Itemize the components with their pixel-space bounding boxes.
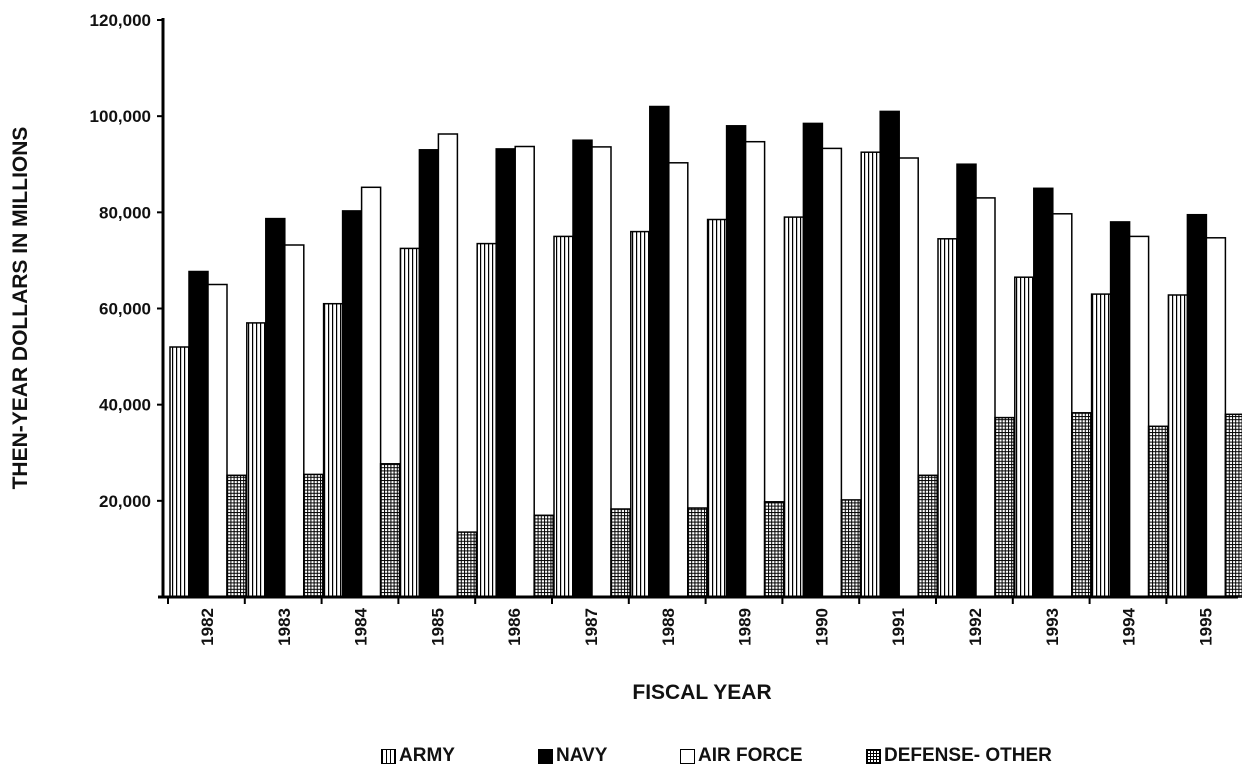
x-tick-label: 1987 bbox=[582, 608, 601, 646]
bar-air-force-1986 bbox=[514, 145, 535, 598]
bar-air-force-1995 bbox=[1205, 237, 1227, 598]
bar-air-force-1987 bbox=[591, 146, 612, 598]
bar-defense-other-1992 bbox=[994, 416, 1015, 598]
y-tick-label: 120,000 bbox=[90, 11, 151, 30]
legend-item-navy: NAVY bbox=[538, 745, 607, 767]
bar-navy-1991 bbox=[879, 110, 900, 598]
bar-defense-other-1991 bbox=[917, 474, 938, 598]
bar-navy-1987 bbox=[572, 139, 593, 598]
army-swatch-icon bbox=[381, 748, 396, 764]
legend-item-defense-other: DEFENSE- OTHER bbox=[866, 745, 1052, 767]
bars-layer bbox=[169, 105, 1242, 598]
legend-item-air-force: AIR FORCE bbox=[680, 745, 803, 767]
x-tick-label: 1984 bbox=[352, 607, 371, 645]
x-tick-label: 1989 bbox=[736, 608, 755, 646]
bar-army-1991 bbox=[860, 151, 881, 598]
bar-air-force-1982 bbox=[207, 283, 228, 598]
legend-label-air-force: AIR FORCE bbox=[698, 745, 803, 766]
bar-defense-other-1988 bbox=[687, 507, 708, 598]
bar-army-1988 bbox=[630, 230, 651, 598]
bar-navy-1988 bbox=[649, 105, 670, 598]
bar-navy-1983 bbox=[265, 217, 286, 598]
x-tick-label: 1991 bbox=[889, 608, 908, 646]
legend-item-army: ARMY bbox=[381, 745, 455, 767]
bar-air-force-1990 bbox=[821, 147, 843, 598]
bar-air-force-1988 bbox=[668, 162, 689, 598]
bar-army-1984 bbox=[322, 302, 344, 598]
bar-air-force-1984 bbox=[360, 186, 382, 598]
bar-air-force-1985 bbox=[437, 133, 459, 598]
bar-defense-other-1995 bbox=[1224, 413, 1242, 598]
bar-defense-other-1990 bbox=[840, 499, 862, 598]
bar-army-1983 bbox=[246, 322, 267, 598]
legend-label-navy: NAVY bbox=[556, 745, 608, 766]
bar-defense-other-1984 bbox=[379, 463, 401, 598]
x-tick-label: 1994 bbox=[1120, 607, 1139, 645]
bar-defense-other-1986 bbox=[533, 514, 554, 598]
bar-navy-1994 bbox=[1109, 221, 1131, 598]
ticks-layer: 20,000 40,000 60,000 80,000 100,000 120,000 19… bbox=[90, 11, 1216, 646]
bar-army-1992 bbox=[937, 238, 958, 598]
y-axis-title: THEN-YEAR DOLLARS IN MILLIONS bbox=[9, 127, 32, 490]
bar-army-1987 bbox=[553, 235, 574, 598]
x-tick-label: 1988 bbox=[659, 608, 678, 646]
bar-chart: 20,000 40,000 60,000 80,000 100,000 120,000 19… bbox=[9, 11, 1242, 704]
bar-defense-other-1989 bbox=[763, 501, 785, 598]
navy-swatch-icon bbox=[538, 748, 553, 764]
bar-navy-1993 bbox=[1033, 187, 1054, 598]
bar-navy-1982 bbox=[188, 270, 209, 598]
bar-army-1990 bbox=[783, 216, 805, 598]
y-tick-label: 60,000 bbox=[99, 300, 151, 319]
bar-navy-1985 bbox=[418, 149, 440, 598]
y-tick-label: 80,000 bbox=[99, 203, 151, 222]
x-tick-label: 1993 bbox=[1043, 608, 1062, 646]
bar-army-1982 bbox=[169, 346, 190, 598]
bar-army-1995 bbox=[1167, 294, 1189, 598]
bar-navy-1989 bbox=[725, 125, 747, 598]
bar-defense-other-1993 bbox=[1071, 412, 1092, 598]
bar-defense-other-1994 bbox=[1147, 425, 1169, 598]
bar-army-1985 bbox=[399, 247, 421, 598]
x-tick-label: 1982 bbox=[198, 608, 217, 646]
x-tick-label: 1990 bbox=[812, 608, 831, 646]
bar-defense-other-1983 bbox=[303, 473, 324, 598]
bar-air-force-1993 bbox=[1052, 213, 1073, 598]
bar-defense-other-1987 bbox=[610, 508, 631, 598]
bar-defense-other-1985 bbox=[456, 531, 478, 598]
bar-army-1993 bbox=[1014, 276, 1035, 598]
y-tick-label: 40,000 bbox=[99, 396, 151, 415]
bar-navy-1990 bbox=[802, 122, 824, 598]
bar-army-1989 bbox=[706, 218, 728, 598]
bar-air-force-1983 bbox=[284, 244, 305, 598]
bar-air-force-1994 bbox=[1128, 235, 1150, 598]
x-tick-label: 1983 bbox=[275, 608, 294, 646]
bar-army-1994 bbox=[1090, 293, 1112, 598]
bar-navy-1986 bbox=[495, 148, 516, 598]
bar-air-force-1992 bbox=[975, 197, 996, 598]
legend-label-army: ARMY bbox=[399, 745, 455, 766]
bar-air-force-1989 bbox=[744, 140, 766, 598]
x-tick-label: 1992 bbox=[966, 608, 985, 646]
legend-label-defense-other: DEFENSE- OTHER bbox=[884, 745, 1052, 766]
bar-navy-1984 bbox=[341, 210, 363, 598]
bar-air-force-1991 bbox=[898, 157, 919, 598]
x-tick-label: 1986 bbox=[505, 608, 524, 646]
defense-other-swatch-icon bbox=[866, 748, 881, 764]
x-tick-label: 1985 bbox=[428, 608, 447, 646]
bar-defense-other-1982 bbox=[226, 474, 247, 598]
y-tick-label: 20,000 bbox=[99, 492, 151, 511]
air-force-swatch-icon bbox=[680, 748, 695, 764]
x-tick-label: 1995 bbox=[1196, 608, 1215, 646]
bar-navy-1995 bbox=[1186, 213, 1208, 598]
y-tick-label: 100,000 bbox=[90, 107, 151, 126]
x-axis-title: FISCAL YEAR bbox=[632, 681, 771, 704]
legend: ARMY NAVY AIR FORCE DEFENSE- OTHER bbox=[0, 745, 1242, 771]
bar-navy-1992 bbox=[956, 163, 977, 598]
bar-army-1986 bbox=[476, 242, 497, 598]
